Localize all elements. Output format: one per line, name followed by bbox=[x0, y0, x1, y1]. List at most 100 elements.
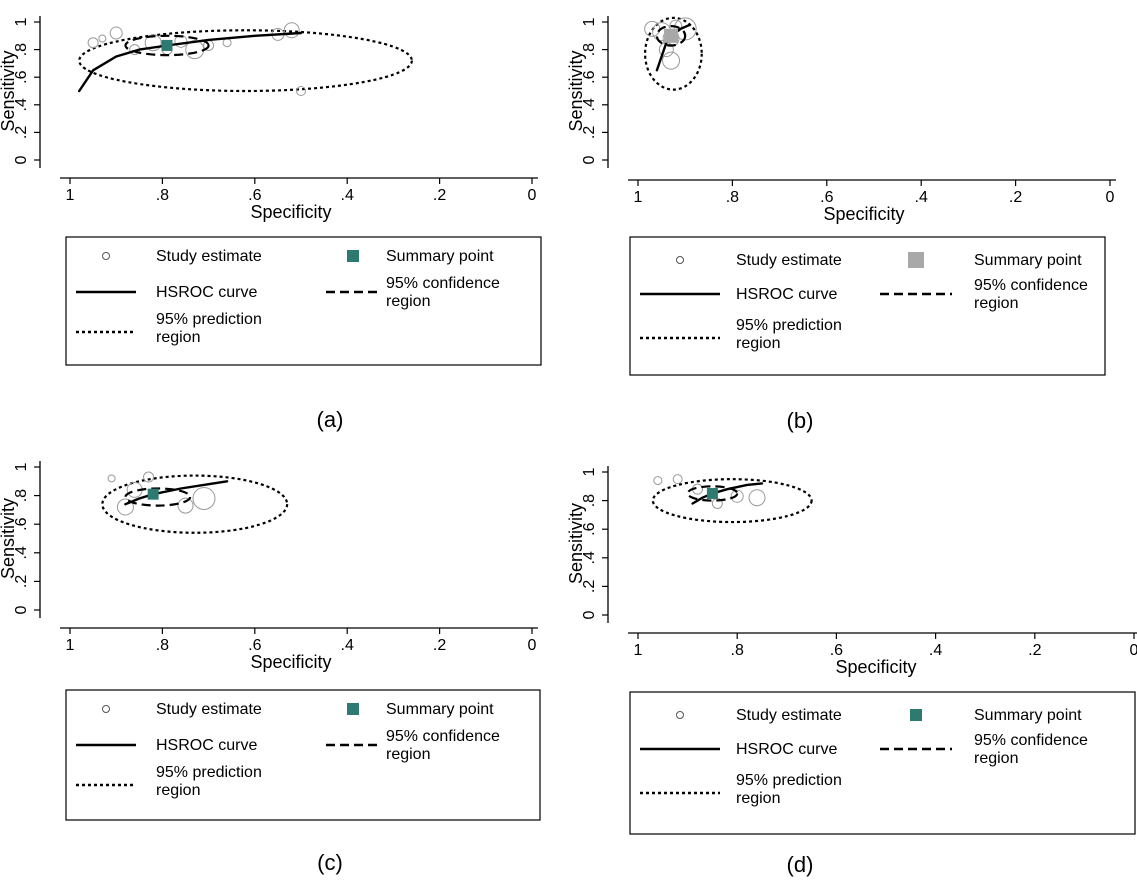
study-estimate-point bbox=[662, 51, 681, 70]
summary-point bbox=[664, 28, 679, 43]
x-tick-label: .6 bbox=[830, 642, 843, 659]
y-tick-label: 0 bbox=[13, 155, 30, 164]
legend-summary-symbol bbox=[347, 703, 359, 715]
legend-confidence-label-line2: region bbox=[386, 293, 430, 310]
prediction-region bbox=[78, 29, 413, 93]
y-axis-title: Sensitivity bbox=[0, 50, 18, 131]
legend-prediction-label-line2: region bbox=[736, 335, 780, 352]
x-tick-label: 0 bbox=[528, 637, 537, 654]
study-estimate-point bbox=[653, 476, 663, 486]
legend-curve-label: HSROC curve bbox=[156, 737, 257, 754]
panel-label: (b) bbox=[787, 408, 814, 433]
legend-box bbox=[65, 236, 542, 366]
y-tick-label: .2 bbox=[13, 575, 30, 588]
chart-panel-a: 1 .8 .6 .4 .2 0 0 .2 .4 .6 .8 1 Specificity Sensitivi… bbox=[0, 0, 560, 440]
legend: Study estimate Summary point HSROC curve 95… bbox=[65, 236, 542, 366]
panel-label: (c) bbox=[317, 850, 343, 875]
x-axis-title: Specificity bbox=[823, 204, 904, 224]
legend-confidence-label-line1: 95% confidence bbox=[386, 275, 500, 292]
study-estimate-point bbox=[87, 37, 99, 49]
study-estimate-point bbox=[109, 26, 123, 40]
legend-curve-label: HSROC curve bbox=[156, 284, 257, 301]
study-estimate-point bbox=[730, 489, 744, 503]
legend-prediction-label-line2: region bbox=[736, 790, 780, 807]
y-tick-label: 0 bbox=[13, 605, 30, 614]
study-estimate-point bbox=[98, 34, 107, 43]
y-tick-label: .4 bbox=[581, 98, 598, 111]
x-tick-label: .6 bbox=[248, 637, 261, 654]
y-tick-label: .8 bbox=[581, 494, 598, 507]
study-estimate-point bbox=[144, 34, 162, 52]
y-tick-label: .8 bbox=[581, 43, 598, 56]
y-tick-label: 1 bbox=[13, 462, 30, 471]
hsroc-curve bbox=[691, 482, 764, 505]
x-tick-label: 1 bbox=[634, 189, 643, 206]
study-estimate-point bbox=[296, 86, 306, 96]
x-tick-label: .4 bbox=[341, 637, 354, 654]
x-tick-label: 1 bbox=[634, 642, 643, 659]
study-estimate-point bbox=[116, 498, 134, 516]
legend-study-label: Study estimate bbox=[156, 248, 262, 265]
x-tick-label: .8 bbox=[731, 642, 744, 659]
chart-panel-d: 1 .8 .6 .4 .2 0 0 .2 .4 .6 .8 1 Specificity Sensitivi… bbox=[566, 445, 1137, 887]
legend-curve-label: HSROC curve bbox=[736, 741, 837, 758]
y-tick-label: .4 bbox=[13, 98, 30, 111]
legend-summary-symbol bbox=[910, 709, 922, 721]
prediction-region bbox=[643, 16, 703, 91]
x-tick-label: .8 bbox=[156, 187, 169, 204]
legend-study-symbol bbox=[676, 711, 684, 719]
x-tick-label: .2 bbox=[433, 637, 446, 654]
legend-confidence-label-line2: region bbox=[386, 746, 430, 763]
study-estimate-point bbox=[143, 471, 155, 483]
y-tick-label: .6 bbox=[581, 522, 598, 535]
study-estimate-point bbox=[283, 22, 300, 39]
chart-svg-c: 1 .8 .6 .4 .2 0 0 .2 .4 .6 .8 1 Specificity Sensitivi… bbox=[0, 461, 541, 875]
legend-study-label: Study estimate bbox=[156, 701, 262, 718]
legend: Study estimate Summary point HSROC curve 95… bbox=[629, 236, 1106, 376]
legend-study-label: Study estimate bbox=[736, 252, 842, 269]
x-axis-title: Specificity bbox=[835, 657, 916, 677]
prediction-region bbox=[651, 478, 813, 524]
y-tick-label: 1 bbox=[581, 17, 598, 26]
y-tick-label: .6 bbox=[13, 70, 30, 83]
legend-summary-symbol bbox=[347, 250, 359, 262]
chart-svg-d: 1 .8 .6 .4 .2 0 0 .2 .4 .6 .8 1 Specificity Sensitivi… bbox=[566, 466, 1137, 877]
confidence-region bbox=[124, 34, 210, 57]
legend-study-symbol bbox=[102, 705, 110, 713]
study-estimate-point bbox=[222, 38, 232, 48]
legend-confidence-label-line1: 95% confidence bbox=[974, 277, 1088, 294]
y-tick-label: .4 bbox=[581, 551, 598, 564]
y-axis-title: Sensitivity bbox=[0, 498, 18, 579]
legend-prediction-label-line2: region bbox=[156, 329, 200, 346]
x-tick-label: .8 bbox=[726, 189, 739, 206]
x-tick-label: 1 bbox=[66, 187, 75, 204]
legend-box bbox=[629, 236, 1106, 376]
summary-point bbox=[161, 39, 173, 51]
y-tick-label: .8 bbox=[13, 43, 30, 56]
confidence-region bbox=[655, 25, 687, 47]
summary-point bbox=[147, 488, 159, 500]
x-tick-label: .6 bbox=[248, 187, 261, 204]
y-tick-label: 0 bbox=[581, 155, 598, 164]
y-tick-label: .2 bbox=[581, 126, 598, 139]
x-axis-title: Specificity bbox=[250, 202, 331, 222]
chart-panel-b: 1 .8 .6 .4 .2 0 0 .2 .4 .6 .8 1 Specificity Sensitivi… bbox=[566, 0, 1137, 440]
y-axis-title: Sensitivity bbox=[566, 50, 586, 131]
y-tick-label: .4 bbox=[13, 546, 30, 559]
legend-prediction-label-line1: 95% prediction bbox=[156, 311, 262, 328]
x-tick-label: .6 bbox=[820, 189, 833, 206]
legend: Study estimate Summary point HSROC curve 95… bbox=[65, 689, 541, 821]
study-estimate-point bbox=[748, 489, 766, 507]
confidence-region bbox=[686, 485, 739, 502]
y-tick-label: .6 bbox=[581, 70, 598, 83]
legend-prediction-label-line2: region bbox=[156, 782, 200, 799]
x-tick-label: .2 bbox=[1028, 642, 1041, 659]
legend-confidence-label-line1: 95% confidence bbox=[386, 728, 500, 745]
study-estimate-point bbox=[177, 497, 194, 514]
legend-prediction-label-line1: 95% prediction bbox=[156, 764, 262, 781]
x-tick-label: 0 bbox=[1130, 642, 1137, 659]
study-estimate-point bbox=[672, 474, 683, 485]
y-axis-title: Sensitivity bbox=[566, 503, 586, 584]
y-tick-label: 1 bbox=[13, 17, 30, 26]
legend-prediction-label-line1: 95% prediction bbox=[736, 317, 842, 334]
